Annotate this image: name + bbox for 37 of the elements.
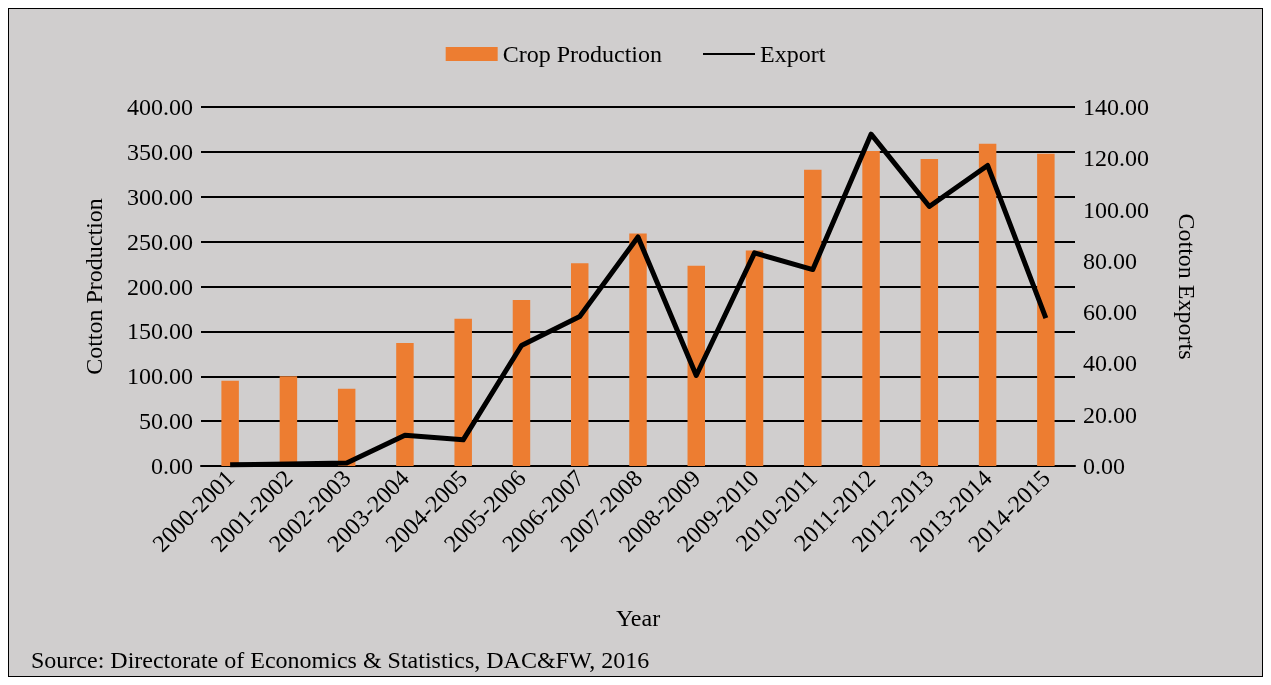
y2-tick-label: 100.00 (1083, 196, 1149, 223)
y-tick-label: 350.00 (127, 138, 193, 165)
legend-label: Export (760, 41, 826, 67)
y2-axis-title: Cotton Exports (1174, 213, 1200, 360)
y-tick-label: 400.00 (127, 94, 193, 120)
y2-tick-label: 80.00 (1083, 247, 1137, 274)
y-tick-label: 100.00 (127, 363, 193, 390)
bar (629, 233, 647, 466)
bar (396, 343, 414, 466)
bar (804, 169, 822, 466)
bar (512, 299, 531, 466)
y2-tick-label: 20.00 (1083, 401, 1137, 428)
y2-tick-label: 0.00 (1083, 453, 1125, 479)
bar (687, 265, 706, 466)
legend-label: Crop Production (502, 41, 662, 67)
bar (1037, 153, 1055, 466)
y2-tick-label: 120.00 (1083, 145, 1149, 172)
y-tick-label: 300.00 (127, 183, 193, 210)
y-tick-label: 250.00 (127, 228, 193, 255)
bar (920, 159, 939, 466)
y2-tick-label: 40.00 (1083, 350, 1137, 377)
bar (221, 380, 239, 466)
bar (337, 388, 356, 466)
bar (454, 318, 472, 466)
y-axis-title: Cotton Production (81, 198, 107, 375)
y-tick-label: 50.00 (139, 408, 193, 435)
y-tick-label: 150.00 (127, 318, 193, 345)
y-tick-label: 200.00 (127, 273, 193, 300)
x-axis-title: Year (615, 605, 661, 631)
y2-tick-label: 60.00 (1083, 299, 1137, 326)
bar (862, 150, 880, 466)
source-note: Source: Directorate of Economics & Statistics, DAC&FW, 2016 (31, 647, 650, 673)
y2-tick-label: 140.00 (1083, 94, 1149, 120)
bar (978, 143, 997, 466)
bar (745, 250, 764, 466)
bar (570, 263, 589, 466)
y-tick-label: 0.00 (151, 453, 193, 479)
